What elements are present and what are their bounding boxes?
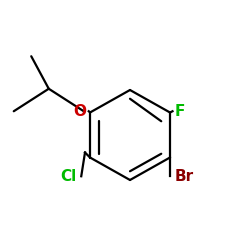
Text: Br: Br: [175, 169, 194, 184]
Text: Cl: Cl: [60, 169, 76, 184]
Text: O: O: [73, 104, 86, 119]
Text: F: F: [175, 104, 186, 119]
